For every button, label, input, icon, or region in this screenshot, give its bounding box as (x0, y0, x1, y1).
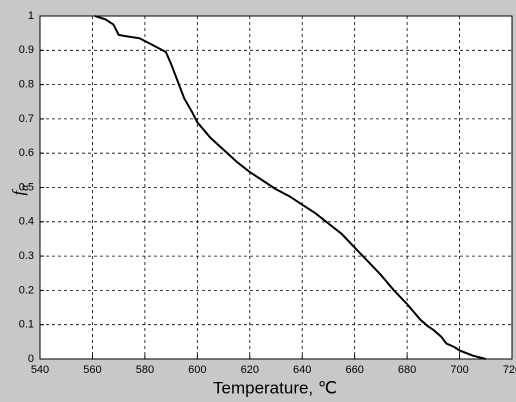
y-tick-label: 0.6 (19, 147, 34, 159)
y-tick-label: 0.1 (19, 319, 34, 331)
y-tick-label: 0.3 (19, 250, 34, 262)
x-tick-label: 700 (450, 364, 468, 376)
y-tick-label: 0.8 (19, 79, 34, 91)
y-tick-label: 0.2 (19, 284, 34, 296)
x-tick-label: 640 (293, 364, 311, 376)
axes-box (39, 15, 513, 360)
y-tick-label: 0.7 (19, 113, 34, 125)
x-tick-label: 580 (136, 364, 154, 376)
x-tick-label: 720 (503, 364, 516, 376)
y-tick-label: 0.4 (19, 216, 34, 228)
x-tick-label: 620 (241, 364, 259, 376)
y-tick-label: 0 (28, 353, 34, 365)
y-tick-label: 1 (28, 10, 34, 22)
data-line (94, 15, 487, 360)
x-tick-label: 680 (398, 364, 416, 376)
x-tick-label: 600 (188, 364, 206, 376)
x-tick-label: 560 (83, 364, 101, 376)
x-axis-label: Temperature, ℃ (213, 378, 337, 397)
y-tick-label: 0.5 (19, 181, 34, 193)
y-axis-label-subscript: α (17, 184, 31, 191)
y-axis-label-main: f (9, 189, 28, 196)
x-tick-label: 540 (31, 364, 49, 376)
y-axis-label: fα (9, 184, 31, 196)
y-tick-label: 0.9 (19, 44, 34, 56)
x-tick-label: 660 (345, 364, 363, 376)
